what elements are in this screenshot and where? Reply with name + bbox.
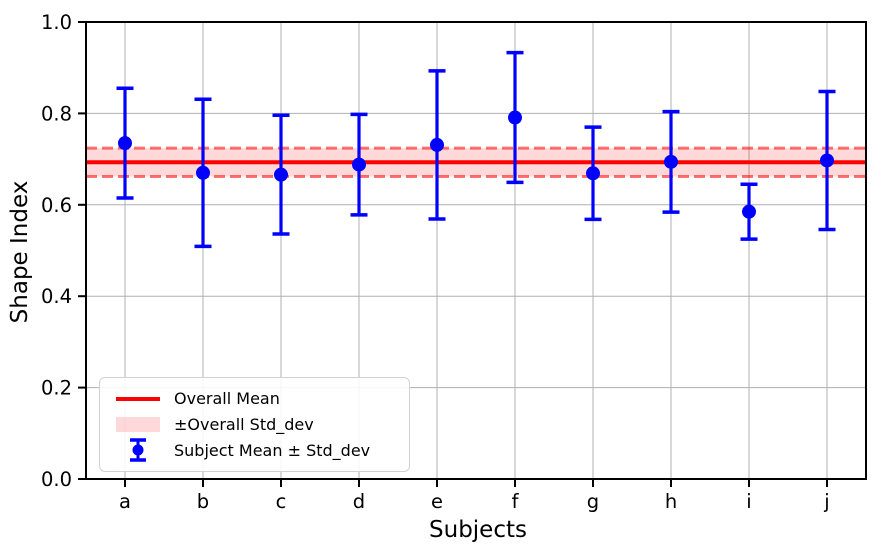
- legend-item-overall-std: ±Overall Std_dev: [112, 412, 397, 438]
- subject-mean-marker: [508, 110, 522, 125]
- y-tick-label: 0.0: [41, 468, 72, 491]
- overall-mean-line-swatch: [116, 396, 160, 401]
- x-tick-label: a: [119, 490, 131, 513]
- y-axis-title: Shape Index: [7, 180, 33, 324]
- subject-mean-marker: [430, 137, 444, 152]
- y-tick-label: 0.8: [41, 102, 72, 125]
- legend-item-subject-mean: Subject Mean ± Std_dev: [112, 437, 397, 463]
- subject-mean-marker: [274, 167, 288, 182]
- x-axis-title: Subjects: [429, 517, 527, 543]
- x-tick-label: d: [353, 490, 365, 513]
- subject-mean-marker: [820, 153, 834, 168]
- x-tick-label: e: [431, 490, 443, 513]
- x-tick-label: c: [276, 490, 287, 513]
- subject-mean-marker: [742, 204, 756, 219]
- x-tick-label: g: [587, 490, 599, 513]
- x-tick-label: h: [665, 490, 677, 513]
- subject-mean-marker: [118, 136, 132, 151]
- x-tick-label: i: [746, 490, 751, 513]
- y-tick-label: 0.2: [41, 377, 72, 400]
- overall-std-band-swatch: [116, 416, 160, 432]
- errorbar-marker-icon: [130, 438, 146, 462]
- subject-mean-marker: [586, 166, 600, 181]
- axes-spines: [85, 21, 867, 480]
- legend-label: ±Overall Std_dev: [174, 414, 314, 434]
- subject-mean-marker: [196, 165, 210, 180]
- legend-item-overall-mean: Overall Mean: [112, 386, 397, 412]
- y-tick-label: 0.4: [41, 285, 72, 308]
- y-tick-label: 0.6: [41, 194, 72, 217]
- legend-label: Subject Mean ± Std_dev: [174, 440, 371, 460]
- subject-mean-marker: [664, 154, 678, 169]
- subject-mean-marker: [352, 157, 366, 172]
- legend-label: Overall Mean: [174, 389, 280, 409]
- x-tick-label: j: [823, 490, 829, 513]
- legend: Overall Mean ±Overall Std_dev Subject Me…: [99, 377, 410, 472]
- x-tick-label: f: [512, 490, 520, 513]
- x-tick-label: b: [197, 490, 209, 513]
- y-tick-label: 1.0: [41, 11, 72, 34]
